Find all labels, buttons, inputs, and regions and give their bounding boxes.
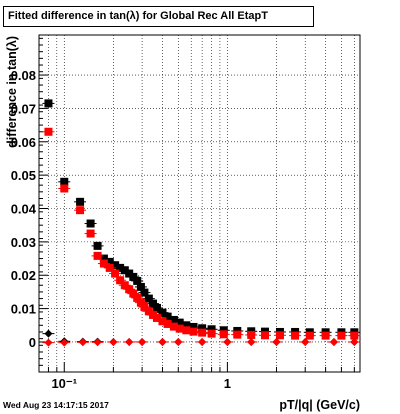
- data-point: [76, 197, 85, 206]
- data-point: [291, 331, 300, 340]
- data-point: [321, 331, 330, 340]
- data-point: [169, 322, 178, 331]
- data-point: [219, 326, 228, 335]
- chart-title: Fitted difference in tan(λ) for Global R…: [3, 6, 314, 27]
- y-tick-label: 0.02: [11, 268, 36, 283]
- data-point: [169, 315, 178, 324]
- data-point: [163, 312, 172, 321]
- data-point: [60, 177, 69, 186]
- data-point: [329, 337, 338, 346]
- data-point: [182, 321, 191, 330]
- data-point: [111, 261, 120, 270]
- y-tick-label: 0.08: [11, 68, 36, 83]
- data-point: [272, 337, 281, 346]
- data-point: [105, 257, 114, 266]
- data-point: [152, 313, 161, 322]
- data-point: [120, 266, 129, 275]
- data-point: [125, 269, 134, 278]
- y-tick-label: 0.06: [11, 135, 36, 150]
- data-point: [111, 269, 120, 278]
- x-tick-label: 10⁻¹: [51, 376, 77, 391]
- plot-frame: [38, 34, 361, 373]
- y-tick-label: 0.04: [11, 202, 37, 217]
- data-point: [136, 298, 145, 307]
- data-point: [76, 206, 85, 215]
- data-point: [175, 318, 184, 327]
- data-point: [149, 299, 158, 308]
- x-axis-label: pT/|q| (GeV/c): [279, 398, 360, 412]
- data-point: [44, 338, 53, 347]
- data-point: [140, 288, 149, 297]
- data-point: [129, 272, 138, 281]
- data-point: [275, 331, 284, 340]
- data-point: [189, 327, 198, 336]
- data-point: [174, 337, 183, 346]
- data-point: [44, 329, 53, 338]
- data-point: [207, 325, 216, 334]
- data-point: [93, 251, 102, 260]
- data-point: [207, 329, 216, 338]
- data-point: [152, 303, 161, 312]
- data-point: [301, 337, 310, 346]
- data-point: [60, 184, 69, 193]
- data-point: [247, 330, 256, 339]
- data-point: [198, 337, 207, 346]
- x-tick-label: 1: [224, 376, 231, 391]
- y-tick-label: 0: [29, 335, 36, 350]
- data-point: [93, 241, 102, 250]
- data-point: [198, 324, 207, 333]
- data-point: [136, 282, 145, 291]
- data-point: [125, 337, 134, 346]
- data-point: [163, 319, 172, 328]
- data-point: [158, 308, 167, 317]
- y-tick-label: 0.07: [11, 101, 36, 116]
- data-point: [158, 337, 167, 346]
- data-point: [109, 337, 118, 346]
- y-axis-label: difference in tan(λ): [5, 36, 19, 148]
- data-point: [350, 331, 359, 340]
- data-point: [182, 326, 191, 335]
- data-point: [116, 276, 125, 285]
- data-point: [120, 281, 129, 290]
- data-point: [175, 324, 184, 333]
- data-point: [247, 337, 256, 346]
- data-point: [233, 330, 242, 339]
- data-point: [140, 302, 149, 311]
- y-tick-label: 0.03: [11, 235, 36, 250]
- data-marks: [42, 99, 361, 347]
- data-point: [125, 285, 134, 294]
- data-point: [144, 294, 153, 303]
- data-point: [116, 263, 125, 272]
- data-point: [260, 331, 269, 340]
- y-tick-label: 0.01: [11, 302, 36, 317]
- data-point: [60, 338, 69, 347]
- data-point: [350, 337, 359, 346]
- data-point: [219, 330, 228, 339]
- data-point: [99, 259, 108, 268]
- data-point: [93, 338, 102, 347]
- data-point: [86, 219, 95, 228]
- data-point: [129, 289, 138, 298]
- data-point: [133, 276, 142, 285]
- data-point: [86, 229, 95, 238]
- data-point: [144, 307, 153, 316]
- data-point: [78, 338, 87, 347]
- data-point: [223, 337, 232, 346]
- data-point: [99, 254, 108, 263]
- data-point: [44, 99, 53, 108]
- axes: 0 0.01 0.02 0.03 0.04 0.05 0.06 0.07 0.08 10⁻¹ 1: [11, 37, 355, 391]
- footer-timestamp: Wed Aug 23 14:17:15 2017: [3, 400, 109, 410]
- data-point: [133, 293, 142, 302]
- data-point: [305, 331, 314, 340]
- data-point: [105, 263, 114, 272]
- data-point: [44, 127, 53, 136]
- data-point: [198, 328, 207, 337]
- data-point: [337, 331, 346, 340]
- data-point: [189, 322, 198, 331]
- y-tick-label: 0.05: [11, 168, 36, 183]
- data-point: [138, 337, 147, 346]
- data-point: [158, 317, 167, 326]
